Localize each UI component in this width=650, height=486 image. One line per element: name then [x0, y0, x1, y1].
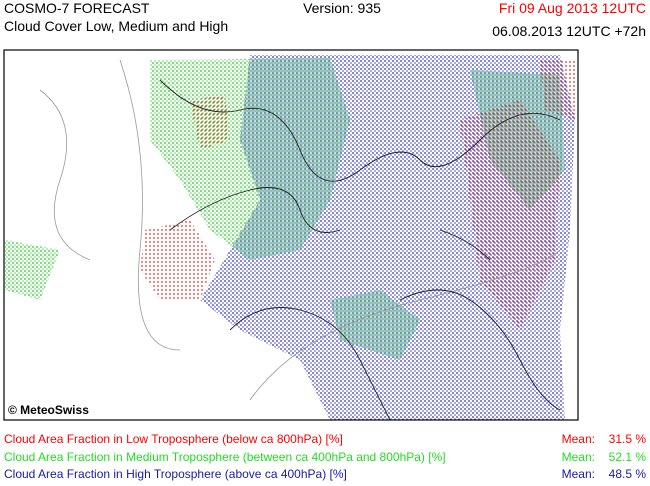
valid-time: Fri 09 Aug 2013 12UTC: [499, 0, 646, 16]
map-frame: [3, 49, 579, 421]
legend-label: Cloud Area Fraction in High Troposphere …: [4, 467, 347, 481]
low-cloud: [540, 60, 575, 120]
subtitle: Cloud Cover Low, Medium and High: [4, 18, 228, 34]
run-time: 06.08.2013 12UTC +72h: [492, 23, 646, 39]
low-cloud: [140, 220, 215, 300]
mean-value: 48.5 %: [609, 467, 647, 481]
legend-label: Cloud Area Fraction in Medium Tropospher…: [4, 450, 446, 464]
mean-label: Mean:: [562, 450, 595, 464]
borders-coastlines: [159, 79, 561, 420]
mean-value: 31.5 %: [609, 432, 647, 446]
medium-cloud: [330, 290, 420, 360]
low-cloud: [460, 100, 560, 330]
mean-value: 52.1 %: [609, 450, 647, 464]
copyright: © MeteoSwiss: [8, 403, 89, 417]
title: COSMO-7 FORECAST: [4, 0, 150, 16]
mean-label: Mean:: [562, 432, 595, 446]
version: Version: 935: [303, 0, 381, 16]
rivers: [39, 59, 561, 401]
legend-label: Cloud Area Fraction in Low Troposphere (…: [4, 432, 343, 446]
medium-cloud: [5, 240, 60, 300]
mean-label: Mean:: [562, 467, 595, 481]
map-area: [4, 50, 578, 420]
low-cloud: [190, 95, 230, 150]
